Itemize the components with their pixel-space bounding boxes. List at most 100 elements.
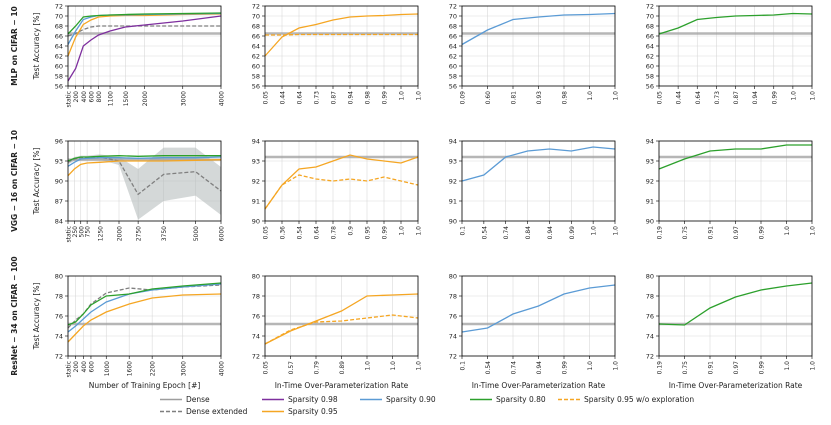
x-tick-label: 0.95 (365, 226, 372, 240)
y-tick-label: 64 (55, 43, 63, 51)
legend-item: Dense (160, 395, 210, 404)
y-tick-label: 72 (252, 3, 260, 11)
legend-label: Sparsity 0.95 w/o exploration (584, 395, 694, 404)
x-tick-label: static (66, 361, 73, 377)
series-line (461, 12, 616, 46)
x-tick-label: 0.81 (511, 91, 518, 105)
y-tick-label: 94 (646, 138, 654, 146)
x-tick-label: 0.54 (481, 226, 488, 240)
panel-r2-c3: 72 74 76 78 80 0.19 0.75 0.91 0.97 0.99 1.0 1.0 In-T… (646, 273, 817, 391)
y-tick-label: 76 (646, 313, 654, 321)
legend-label: Sparsity 0.98 (288, 395, 338, 404)
x-tick-label: 0.19 (657, 361, 664, 375)
series-line (67, 12, 222, 35)
y-tick-label: 58 (449, 73, 457, 81)
x-tick-label: 4000 (219, 361, 226, 376)
x-tick-label: 0.64 (695, 91, 702, 105)
x-tick-label: 0.99 (759, 226, 766, 240)
x-tick-label: 1500 (123, 91, 130, 106)
legend-item: Sparsity 0.90 (360, 395, 436, 404)
x-tick-label: 1.0 (399, 226, 406, 236)
x-tick-label: 0.05 (263, 361, 270, 375)
legend-item: Sparsity 0.95 (262, 407, 338, 416)
legend-label: Dense (186, 395, 210, 404)
series-line (67, 283, 222, 333)
y-tick-label: 80 (55, 273, 63, 281)
panel-r0-c3: 56 58 60 62 64 66 68 70 72 0.05 0.44 0.64 0.73 0.87 0.… (646, 3, 817, 105)
y-tick-label: 72 (55, 3, 63, 11)
y-tick-label: 60 (646, 63, 654, 71)
x-tick-label: 0.64 (297, 91, 304, 105)
y-tick-label: 78 (55, 293, 63, 301)
x-tick-label: 1.0 (613, 91, 620, 101)
x-tick-label: 0.73 (314, 91, 321, 105)
x-tick-label: 0.79 (314, 361, 321, 375)
y-tick-label: 72 (646, 3, 654, 11)
x-tick-label: 1.0 (591, 226, 598, 236)
x-tick-label: 200 (73, 91, 80, 103)
x-tick-label: 0.57 (288, 361, 295, 375)
x-tick-label: 0.19 (657, 226, 664, 240)
x-tick-label: 1.0 (587, 361, 594, 371)
y-tick-label: 91 (252, 198, 260, 206)
series-line (67, 156, 222, 167)
x-axis-label: In-Time Over-Parameterization Rate (472, 381, 606, 390)
x-tick-label: 1.0 (810, 91, 817, 101)
y-tick-label: 66 (252, 33, 260, 41)
x-tick-label: 1000 (104, 361, 111, 376)
x-tick-label: 6000 (219, 226, 226, 241)
y-tick-label: 91 (449, 198, 457, 206)
x-tick-label: 0.87 (733, 91, 740, 105)
y-tick-label: 78 (252, 293, 260, 301)
x-tick-label: 1.0 (416, 226, 423, 236)
x-tick-label: 2000 (142, 91, 149, 106)
y-tick-label: 68 (252, 23, 260, 31)
y-tick-label: 72 (646, 353, 654, 361)
x-tick-label: static (66, 226, 73, 242)
x-tick-label: 0.54 (297, 226, 304, 240)
series-line (67, 159, 222, 177)
y-tick-label: 93 (449, 158, 457, 166)
y-tick-label: 62 (252, 53, 260, 61)
x-tick-label: 1.0 (416, 361, 423, 371)
x-tick-label: 3000 (180, 361, 187, 376)
y-tick-label: 70 (646, 13, 654, 21)
x-tick-label: 3750 (161, 226, 168, 241)
x-tick-label: 1.0 (365, 361, 372, 371)
y-tick-label: 56 (449, 83, 457, 91)
y-tick-label: 96 (55, 138, 63, 146)
y-tick-label: 92 (646, 178, 654, 186)
x-tick-label: 0.05 (657, 91, 664, 105)
x-tick-label: 3000 (180, 91, 187, 106)
x-tick-label: 0.05 (263, 91, 270, 105)
x-tick-label: 0.98 (562, 91, 569, 105)
x-tick-label: 600 (88, 361, 95, 373)
x-tick-label: 0.99 (771, 91, 778, 105)
x-tick-label: 1.0 (613, 361, 620, 371)
y-tick-label: 80 (646, 273, 654, 281)
x-tick-label: 600 (88, 91, 95, 103)
panel-r2-c0: 72 74 76 78 80 static 200 400 600 1000 1600 2200 300… (10, 256, 226, 390)
x-tick-label: 400 (81, 91, 88, 103)
series-line (265, 33, 418, 36)
y-axis-label: Test Accuracy [%] (32, 283, 41, 351)
y-tick-label: 76 (449, 313, 457, 321)
x-axis-label: In-Time Over-Parameterization Rate (669, 381, 803, 390)
y-tick-label: 90 (449, 218, 457, 226)
y-axis-label: Test Accuracy [%] (32, 148, 41, 216)
x-tick-label: 500 (78, 226, 85, 238)
y-tick-label: 68 (646, 23, 654, 31)
x-tick-label: 0.98 (365, 91, 372, 105)
y-tick-label: 70 (55, 13, 63, 21)
x-tick-label: 0.97 (733, 361, 740, 375)
y-tick-label: 80 (449, 273, 457, 281)
series-line (67, 293, 222, 343)
x-tick-label: 4000 (219, 91, 226, 106)
series-line (67, 156, 222, 196)
x-tick-label: 0.44 (280, 91, 287, 105)
panel-r2-c2: 72 74 76 78 80 0.1 0.54 0.74 0.94 0.99 1.0 1.0 In-Ti… (449, 273, 620, 391)
y-tick-label: 94 (449, 138, 457, 146)
y-tick-label: 64 (252, 43, 260, 51)
x-tick-label: 0.78 (331, 226, 338, 240)
